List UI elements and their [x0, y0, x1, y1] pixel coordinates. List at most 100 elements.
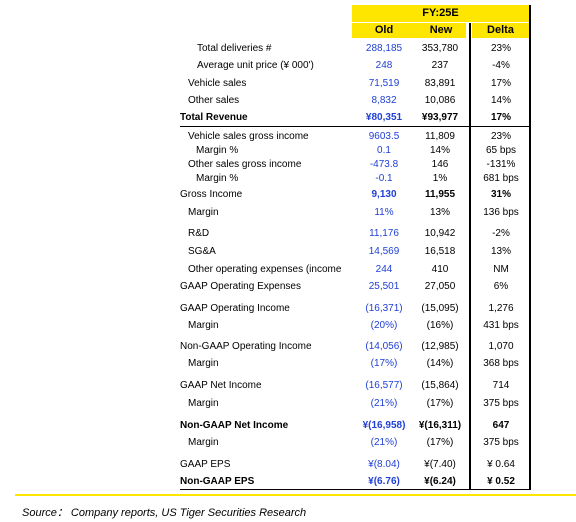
table-row: R&D 11,176 10,942 -2% [0, 227, 576, 241]
row-new-value: (14%) [426, 358, 454, 369]
row-old-value: (17%) [370, 358, 398, 369]
table-row: Margin (20%) (16%) 431 bps [0, 319, 576, 333]
table-row: Margin % 0.1 14% 65 bps [0, 144, 576, 158]
row-label: Total deliveries # [197, 43, 272, 54]
row-delta-value: 17% [490, 112, 511, 123]
row-new-value: (15,864) [421, 380, 459, 391]
row-new-value: (17%) [426, 437, 454, 448]
row-old-value: 288,185 [365, 43, 403, 54]
row-label: Margin [188, 320, 219, 331]
row-label: Non-GAAP EPS [180, 476, 255, 487]
row-label: Vehicle sales gross income [188, 131, 309, 142]
row-old-value: 9,130 [371, 189, 397, 200]
row-label: Margin [188, 207, 219, 218]
row-delta-value: 431 bps [483, 320, 519, 331]
row-new-value: 1% [432, 173, 448, 184]
row-label: GAAP Net Income [180, 380, 262, 391]
delta-right-border [529, 5, 531, 490]
new-column-header: New [416, 23, 466, 38]
row-new-value: ¥(16,311) [418, 420, 462, 431]
row-old-value: (14,056) [365, 341, 403, 352]
row-label: SG&A [188, 246, 216, 257]
row-old-value: 71,519 [368, 78, 400, 89]
row-delta-value: 647 [492, 420, 510, 431]
row-old-value: 8,832 [371, 95, 397, 106]
row-label: Other sales [188, 95, 240, 106]
row-old-value: ¥(6.76) [368, 476, 400, 487]
row-delta-value: NM [493, 264, 509, 275]
table-row: Margin (21%) (17%) 375 bps [0, 397, 576, 411]
row-old-value: 0.1 [377, 145, 391, 156]
table-row: Average unit price (¥ 000') 248 237 -4% [0, 59, 576, 73]
row-delta-value: 1,276 [488, 303, 514, 314]
table-row: SG&A 14,569 16,518 13% [0, 245, 576, 259]
row-delta-value: 14% [490, 95, 511, 106]
row-label: Margin % [196, 173, 239, 184]
row-new-value: 11,955 [424, 189, 456, 200]
old-column-header: Old [352, 23, 416, 38]
row-new-value: 11,809 [425, 131, 455, 142]
row-label: Gross Income [180, 189, 243, 200]
table-row: Vehicle sales gross income 9603.5 11,809… [0, 130, 576, 144]
source-note: Source： Company reports, US Tiger Securi… [22, 507, 307, 519]
row-old-value: 248 [375, 60, 393, 71]
row-old-value: (20%) [370, 320, 398, 331]
table-row: Margin 11% 13% 136 bps [0, 206, 576, 220]
row-old-value: 14,569 [368, 246, 400, 257]
row-label: Non-GAAP Operating Income [180, 341, 312, 352]
row-new-value: (16%) [426, 320, 454, 331]
row-old-value: 244 [375, 264, 393, 275]
row-old-value: (16,371) [365, 303, 403, 314]
row-new-value: 13% [429, 207, 450, 218]
table-row: Margin (21%) (17%) 375 bps [0, 436, 576, 450]
row-old-value: -0.1 [375, 173, 393, 184]
table-row: Total deliveries # 288,185 353,780 23% [0, 42, 576, 56]
row-delta-value: 23% [490, 43, 511, 54]
row-new-value: (15,095) [421, 303, 459, 314]
row-old-value: 25,501 [368, 281, 400, 292]
table-row: GAAP Net Income (16,577) (15,864) 714 [0, 379, 576, 393]
row-delta-value: 23% [490, 131, 511, 142]
row-new-value: ¥(6.24) [424, 476, 456, 487]
row-delta-value: 31% [490, 189, 511, 200]
table-row: Total Revenue ¥80,351 ¥93,977 17% [0, 111, 576, 125]
delta-left-border [469, 23, 471, 490]
row-old-value: 9603.5 [368, 131, 400, 142]
row-old-value: ¥80,351 [365, 112, 403, 123]
row-delta-value: -4% [492, 60, 510, 71]
row-delta-value: 13% [490, 246, 511, 257]
row-label: GAAP Operating Expenses [180, 281, 301, 292]
period-header: FY:25E [352, 5, 529, 22]
table-row: Margin % -0.1 1% 681 bps [0, 172, 576, 186]
row-delta-value: 375 bps [483, 398, 519, 409]
row-delta-value: 65 bps [485, 145, 517, 156]
row-label: Vehicle sales [188, 78, 247, 89]
row-new-value: 10,942 [424, 228, 456, 239]
row-old-value: (21%) [370, 398, 398, 409]
row-delta-value: 6% [493, 281, 509, 292]
row-delta-value: 375 bps [483, 437, 519, 448]
table-row: Margin (17%) (14%) 368 bps [0, 357, 576, 371]
table-row: GAAP Operating Expenses 25,501 27,050 6% [0, 280, 576, 294]
row-new-value: 27,050 [424, 281, 456, 292]
row-label: Margin [188, 358, 219, 369]
row-old-value: (21%) [370, 437, 398, 448]
row-label: Average unit price (¥ 000') [197, 60, 314, 71]
row-label: Non-GAAP Net Income [180, 420, 289, 431]
row-delta-value: 136 bps [483, 207, 519, 218]
table-row: Gross Income 9,130 11,955 31% [0, 188, 576, 202]
row-delta-value: 714 [492, 380, 510, 391]
row-new-value: 410 [431, 264, 449, 275]
row-label: GAAP EPS [180, 459, 231, 470]
row-old-value: 11,176 [369, 228, 399, 239]
row-delta-value: ¥ 0.52 [487, 476, 515, 487]
rule-under-nongaap-eps [180, 489, 530, 490]
row-delta-value: -2% [492, 228, 510, 239]
table-row: Other sales 8,832 10,086 14% [0, 94, 576, 108]
delta-column-header: Delta [472, 23, 529, 38]
row-delta-value: 1,070 [488, 341, 514, 352]
row-delta-value: 368 bps [483, 358, 519, 369]
row-label: Margin % [196, 145, 239, 156]
row-label: Total Revenue [180, 112, 248, 123]
